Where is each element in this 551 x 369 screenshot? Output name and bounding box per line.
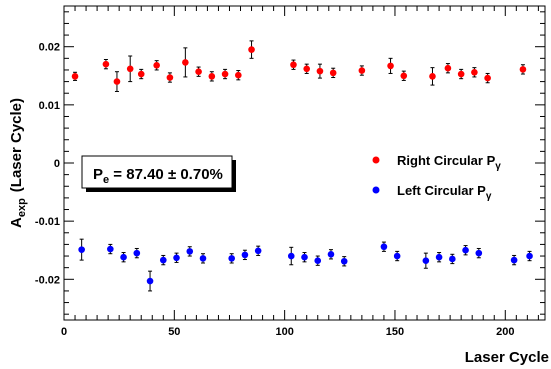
data-point xyxy=(471,68,478,76)
series-right-circular xyxy=(71,40,527,92)
data-point xyxy=(133,249,141,257)
data-point xyxy=(248,46,255,53)
polarization-text: Pe = 87.40 ± 0.70% xyxy=(93,166,223,186)
legend-marker-left xyxy=(372,186,380,194)
x-tick-label: 50 xyxy=(168,326,180,338)
data-point xyxy=(153,62,160,69)
legend-marker-right xyxy=(372,156,380,164)
data-point xyxy=(429,73,436,80)
data-point xyxy=(126,65,134,73)
legend-label-left: Left Circular Pγ xyxy=(397,183,492,202)
y-tick-label: 0.02 xyxy=(39,42,60,54)
data-point xyxy=(159,256,167,264)
data-point xyxy=(228,255,235,262)
data-point xyxy=(166,74,174,81)
polarization-value: = 87.40 ± 0.70% xyxy=(109,166,223,183)
y-tick-label: 0.01 xyxy=(39,100,60,112)
data-point xyxy=(526,252,533,260)
data-point xyxy=(475,249,483,257)
data-point xyxy=(113,78,121,85)
x-tick-label: 0 xyxy=(61,326,67,338)
legend-label-right-sub: γ xyxy=(495,161,501,172)
data-point xyxy=(380,243,388,251)
legend-label-left-sub: γ xyxy=(486,191,492,202)
data-point xyxy=(287,252,295,260)
data-point xyxy=(303,65,311,73)
data-series xyxy=(71,40,533,292)
data-point xyxy=(314,257,322,264)
data-point xyxy=(393,252,401,260)
data-point xyxy=(457,70,465,78)
polarization-symbol: P xyxy=(93,166,103,183)
data-point xyxy=(235,71,242,79)
data-point xyxy=(444,64,452,72)
y-tick-label: 0 xyxy=(54,158,60,170)
polarization-box: Pe = 87.40 ± 0.70% xyxy=(81,155,236,192)
data-point xyxy=(241,251,249,259)
data-point xyxy=(316,67,324,75)
x-axis-title: Laser Cycle xyxy=(465,349,549,366)
data-point xyxy=(422,257,430,264)
data-point xyxy=(327,250,335,258)
series-left-circular xyxy=(78,238,533,292)
data-point xyxy=(102,60,110,68)
data-point xyxy=(329,69,337,77)
data-point xyxy=(301,253,308,261)
data-point xyxy=(510,256,518,264)
data-point xyxy=(182,59,189,66)
y-axis-title-main: A xyxy=(8,217,25,228)
legend-label-left-main: Left Circular P xyxy=(397,183,486,198)
y-axis-title: Aexp (Laser Cycle) xyxy=(8,98,28,228)
data-point xyxy=(120,253,127,261)
x-tick-label: 200 xyxy=(496,326,514,338)
data-point xyxy=(254,247,262,255)
data-point xyxy=(195,68,202,76)
data-point xyxy=(208,73,216,80)
data-point xyxy=(78,246,85,253)
x-tick-label: 100 xyxy=(275,326,293,338)
data-point xyxy=(186,248,194,255)
data-point xyxy=(519,66,527,73)
data-point xyxy=(221,70,229,78)
data-point xyxy=(449,255,456,263)
data-point xyxy=(173,254,180,262)
legend-label-right: Right Circular Pγ xyxy=(397,153,501,172)
data-point xyxy=(199,255,207,262)
data-point xyxy=(462,246,469,254)
y-tick-label: -0.01 xyxy=(35,216,60,228)
data-point xyxy=(71,73,79,80)
y-axis: 0.02 0.01 0 -0.01 -0.02 xyxy=(35,11,545,315)
y-axis-title-subscript: exp xyxy=(16,198,28,217)
y-tick-label: -0.02 xyxy=(35,274,60,286)
data-point xyxy=(358,67,366,74)
y-axis-title-rest: (Laser Cycle) xyxy=(8,98,25,192)
x-axis: 0 50 100 150 200 xyxy=(61,6,539,338)
data-point xyxy=(137,70,145,78)
legend: Right Circular Pγ Left Circular Pγ xyxy=(372,153,501,202)
data-point xyxy=(400,72,408,80)
x-tick-label: 150 xyxy=(386,326,404,338)
data-point xyxy=(290,61,297,69)
data-point xyxy=(435,253,443,261)
data-point xyxy=(387,62,394,70)
polarization-subscript: e xyxy=(103,174,109,186)
data-point xyxy=(146,277,154,285)
data-point xyxy=(484,74,491,82)
legend-label-right-main: Right Circular P xyxy=(397,153,496,168)
data-point xyxy=(340,257,348,265)
data-point xyxy=(107,245,114,253)
